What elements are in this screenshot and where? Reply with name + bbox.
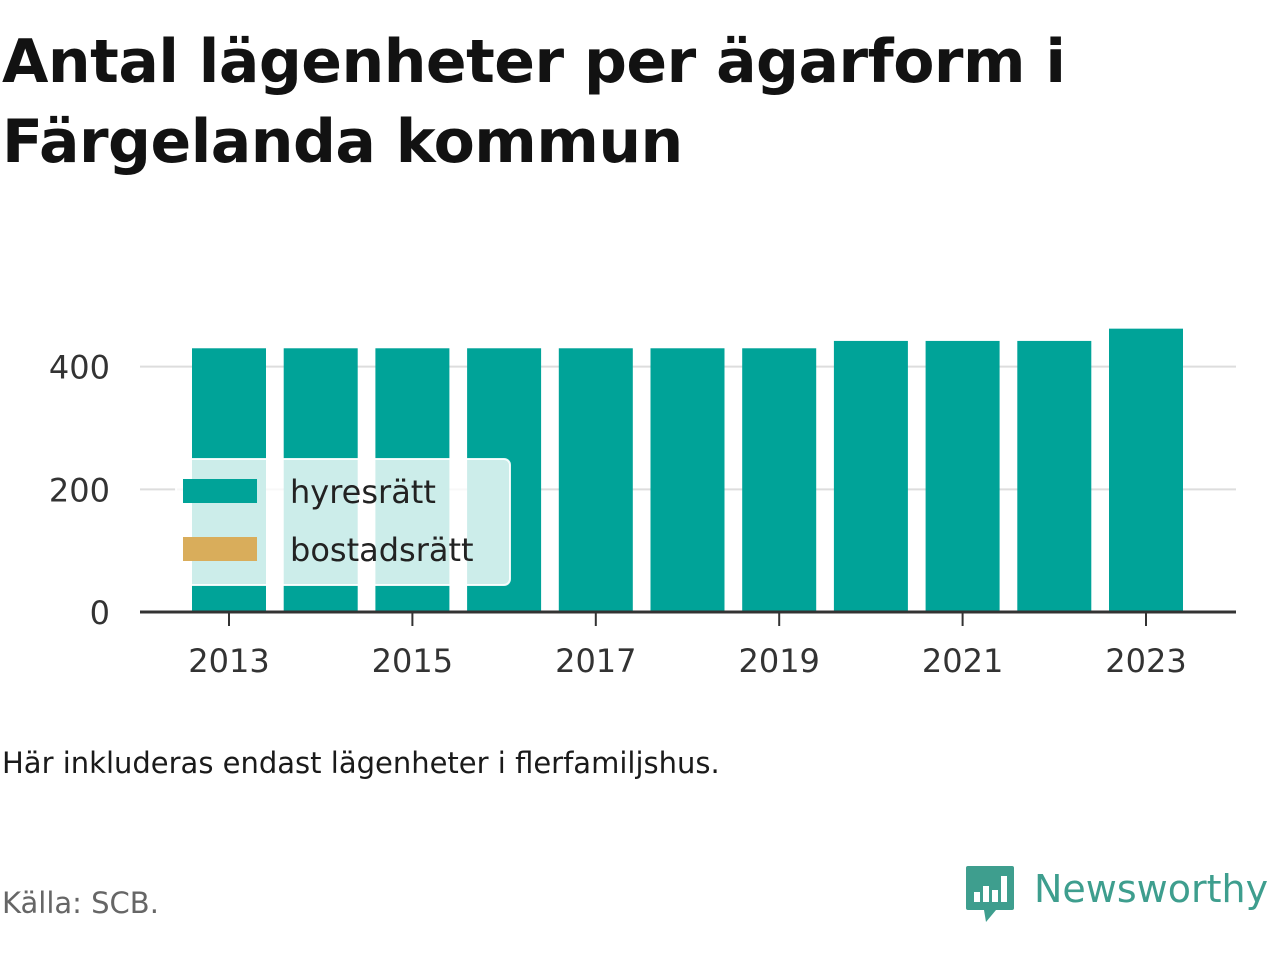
axes: 0 200 400 2013 2015 2017 2019 2021 2023 [49, 349, 1236, 680]
legend-label: hyresrätt [290, 473, 436, 511]
x-tick-label: 2017 [555, 642, 636, 680]
x-tick-label: 2019 [738, 642, 819, 680]
bar-hyresratt-2021[interactable] [925, 340, 1000, 612]
bar-hyresratt-2018[interactable] [650, 348, 725, 612]
source-text: Källa: SCB. [2, 886, 159, 920]
legend-label: bostadsrätt [290, 531, 474, 569]
bar-hyresratt-2023[interactable] [1109, 328, 1183, 612]
chart-title: Antal lägenheter per ägarform i Färgelan… [2, 27, 1066, 177]
bar-chart-speech-bubble-icon [966, 866, 1014, 922]
x-tick-label: 2013 [188, 642, 269, 680]
y-tick-label: 0 [90, 594, 110, 632]
bar-hyresratt-2020[interactable] [833, 340, 908, 612]
bar-hyresratt-2022[interactable] [1017, 340, 1092, 612]
x-tick-label: 2023 [1105, 642, 1186, 680]
legend: hyresrätt bostadsrätt [175, 458, 511, 586]
bar-hyresratt-2017[interactable] [558, 348, 633, 612]
bar-hyresratt-2019[interactable] [742, 348, 817, 612]
chart-note: Här inkluderas endast lägenheter i flerf… [2, 746, 720, 780]
x-tick-label: 2021 [922, 642, 1003, 680]
y-tick-label: 200 [49, 471, 110, 509]
legend-box [175, 458, 511, 586]
x-tick-label: 2015 [372, 642, 453, 680]
y-tick-label: 400 [49, 349, 110, 387]
legend-swatch [183, 537, 257, 561]
bar-chart: 0 200 400 2013 2015 2017 2019 2021 2023 hyresrät… [49, 328, 1236, 680]
brand-name: Newsworthy [1034, 867, 1269, 911]
legend-swatch [183, 479, 257, 503]
